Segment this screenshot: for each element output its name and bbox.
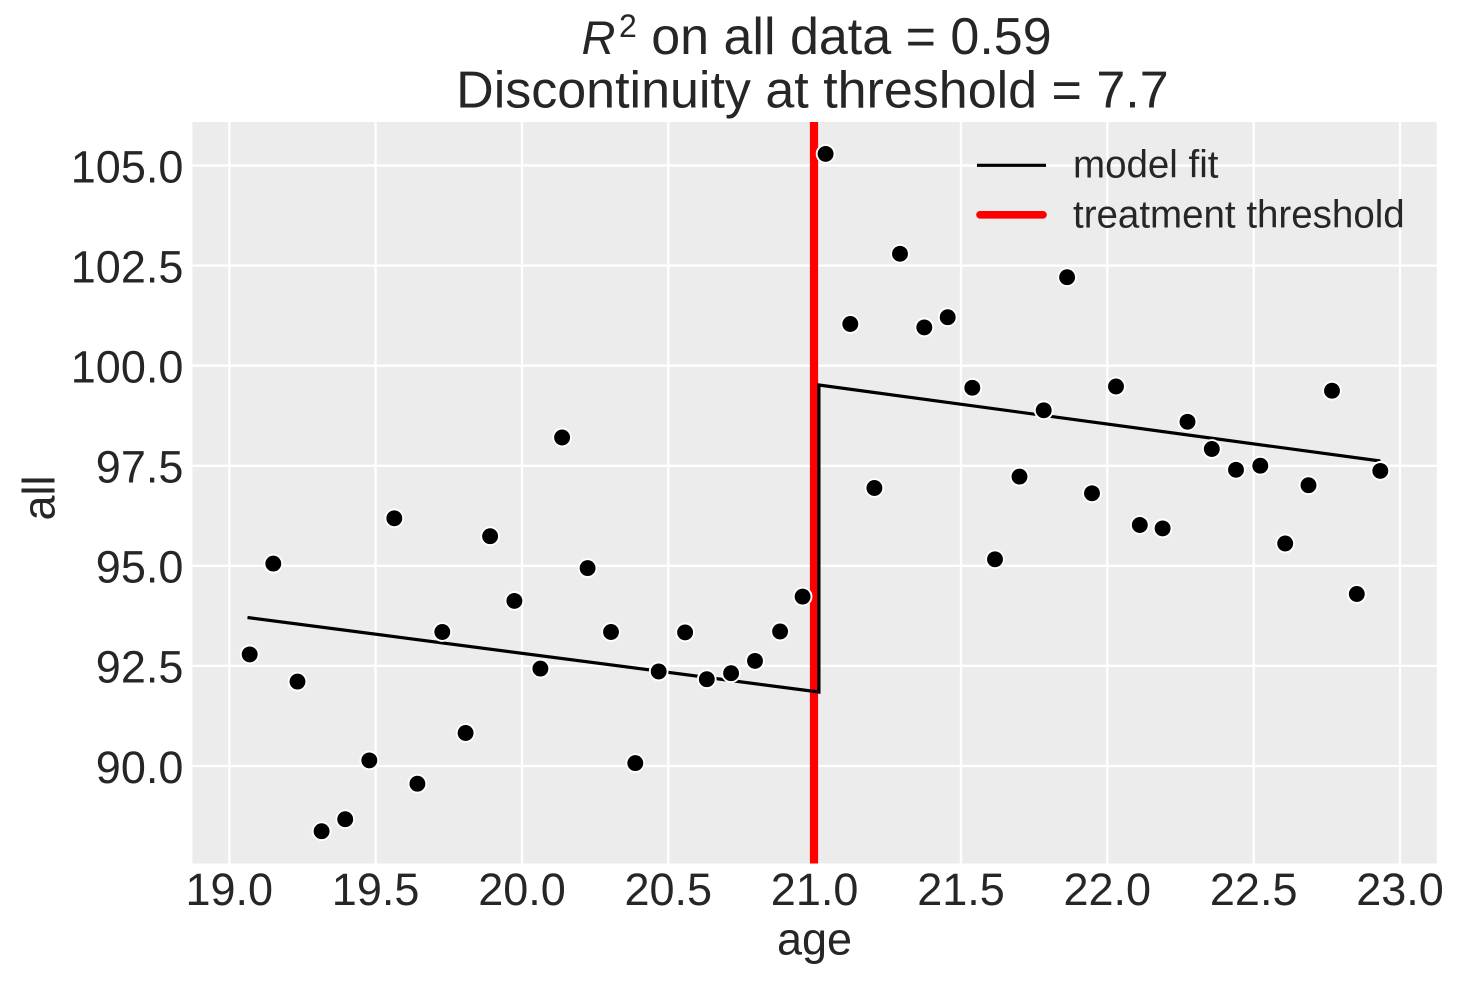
svg-text:19.5: 19.5 <box>332 864 420 915</box>
svg-text:all: all <box>14 475 65 520</box>
svg-text:105.0: 105.0 <box>71 141 184 192</box>
svg-text:model fit: model fit <box>1073 144 1219 187</box>
svg-text:treatment threshold: treatment threshold <box>1073 193 1405 236</box>
svg-text:95.0: 95.0 <box>96 542 184 593</box>
svg-text:21.0: 21.0 <box>771 864 859 915</box>
svg-text:R2 on all data = 0.59: R2 on all data = 0.59 <box>582 8 1052 66</box>
svg-text:Discontinuity at threshold = 7: Discontinuity at threshold = 7.7 <box>456 62 1169 120</box>
svg-text:age: age <box>777 914 852 965</box>
svg-text:22.0: 22.0 <box>1064 864 1152 915</box>
svg-text:102.5: 102.5 <box>71 241 184 292</box>
svg-text:22.5: 22.5 <box>1210 864 1298 915</box>
svg-text:21.5: 21.5 <box>917 864 1005 915</box>
svg-text:92.5: 92.5 <box>96 642 184 693</box>
svg-text:97.5: 97.5 <box>96 442 184 493</box>
svg-text:19.0: 19.0 <box>186 864 274 915</box>
svg-text:100.0: 100.0 <box>71 342 184 393</box>
svg-text:23.0: 23.0 <box>1356 864 1444 915</box>
svg-text:90.0: 90.0 <box>96 742 184 793</box>
svg-text:20.5: 20.5 <box>625 864 713 915</box>
svg-text:20.0: 20.0 <box>478 864 566 915</box>
